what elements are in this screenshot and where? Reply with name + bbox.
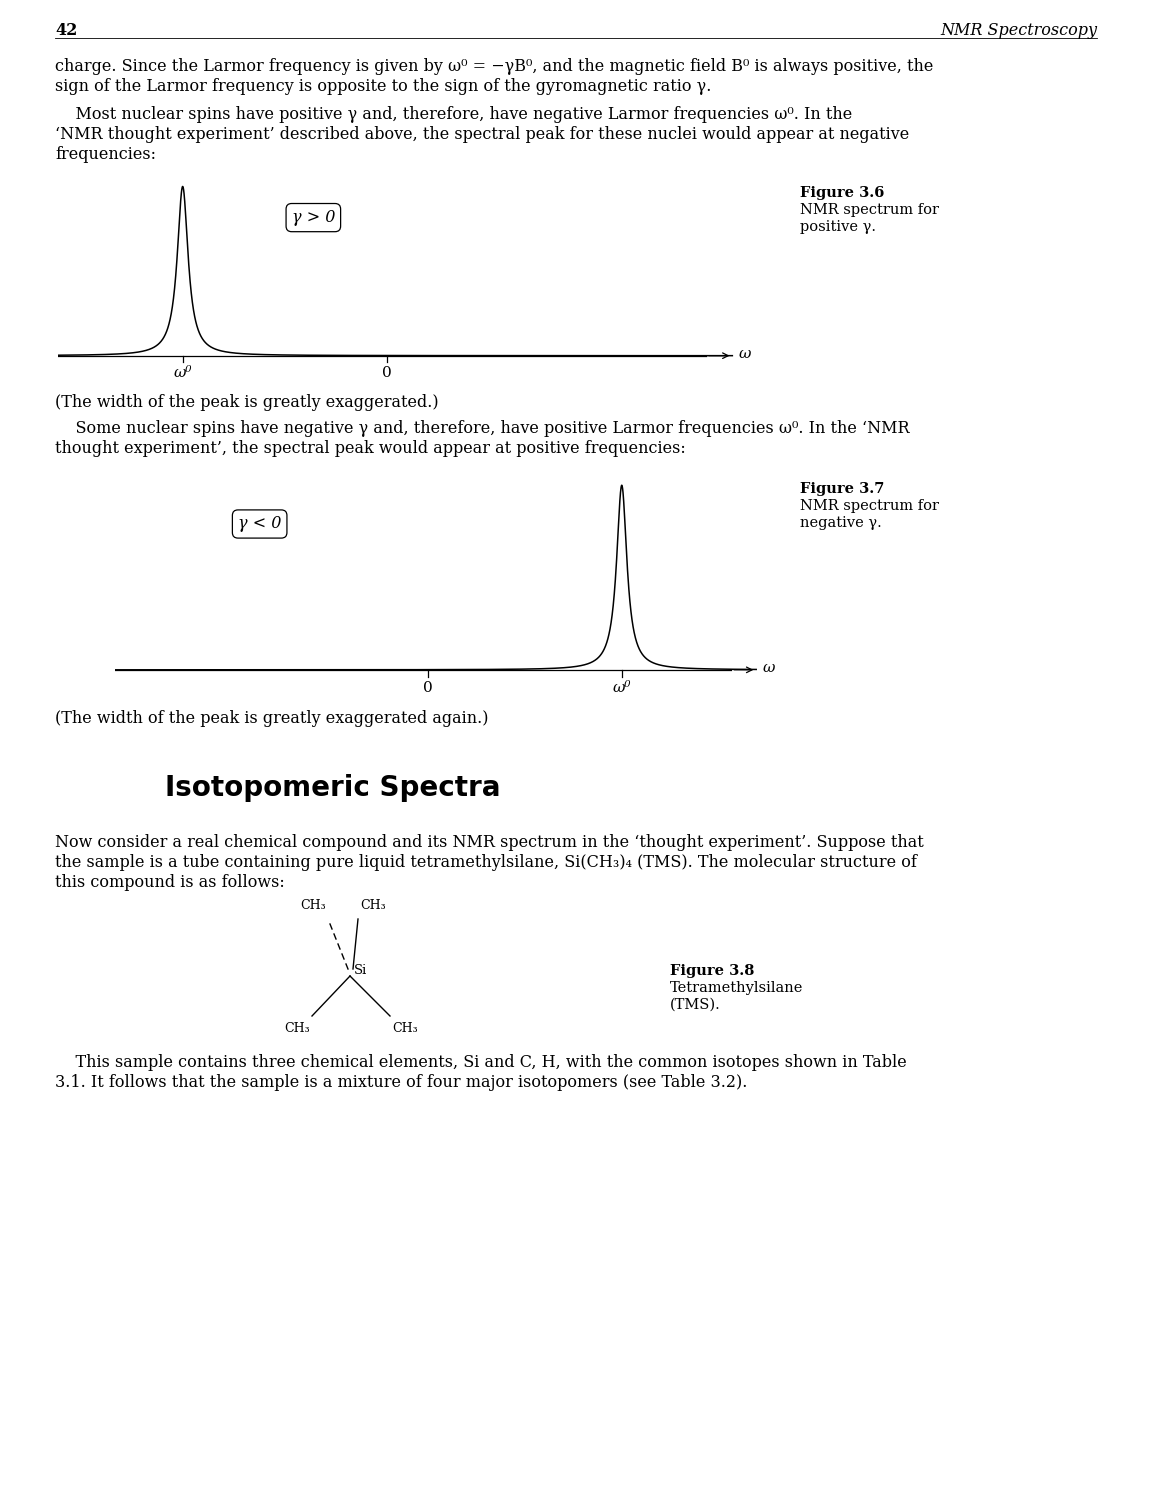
Text: NMR spectrum for: NMR spectrum for [799,500,939,513]
Text: This sample contains three chemical elements, Si and C, H, with the common isoto: This sample contains three chemical elem… [55,1054,907,1071]
Text: negative γ.: negative γ. [799,516,881,530]
Text: positive γ.: positive γ. [799,220,876,234]
Text: ω: ω [738,346,751,362]
Text: this compound is as follows:: this compound is as follows: [55,874,285,891]
Text: ‘NMR thought experiment’ described above, the spectral peak for these nuclei wou: ‘NMR thought experiment’ described above… [55,126,909,142]
Text: ω⁰: ω⁰ [613,681,631,694]
Text: 42: 42 [55,22,77,39]
Text: CH₃: CH₃ [392,1022,418,1035]
Text: the sample is a tube containing pure liquid tetramethylsilane, Si(CH₃)₄ (TMS). T: the sample is a tube containing pure liq… [55,853,917,871]
Text: (The width of the peak is greatly exaggerated again.): (The width of the peak is greatly exagge… [55,710,488,728]
Text: CH₃: CH₃ [285,1022,310,1035]
Text: charge. Since the Larmor frequency is given by ω⁰ = −γB⁰, and the magnetic field: charge. Since the Larmor frequency is gi… [55,58,933,75]
Text: NMR Spectroscopy: NMR Spectroscopy [940,22,1097,39]
Text: Now consider a real chemical compound and its NMR spectrum in the ‘thought exper: Now consider a real chemical compound an… [55,834,924,850]
Text: γ > 0: γ > 0 [291,209,335,226]
Text: CH₃: CH₃ [301,898,326,912]
Text: 0: 0 [381,366,392,380]
Text: NMR spectrum for: NMR spectrum for [799,202,939,217]
Text: ω: ω [763,662,775,675]
Text: (The width of the peak is greatly exaggerated.): (The width of the peak is greatly exagge… [55,394,439,411]
Text: Figure 3.8: Figure 3.8 [670,964,755,978]
Text: thought experiment’, the spectral peak would appear at positive frequencies:: thought experiment’, the spectral peak w… [55,440,685,458]
Text: 0: 0 [423,681,433,694]
Text: Most nuclear spins have positive γ and, therefore, have negative Larmor frequenc: Most nuclear spins have positive γ and, … [55,106,852,123]
Text: Isotopomeric Spectra: Isotopomeric Spectra [165,774,500,802]
Text: ω⁰: ω⁰ [174,366,192,380]
Text: (TMS).: (TMS). [670,998,721,1012]
Text: γ < 0: γ < 0 [238,516,281,532]
Text: Figure 3.7: Figure 3.7 [799,482,885,496]
Text: Figure 3.6: Figure 3.6 [799,186,885,200]
Text: sign of the Larmor frequency is opposite to the sign of the gyromagnetic ratio γ: sign of the Larmor frequency is opposite… [55,78,712,94]
Text: Tetramethylsilane: Tetramethylsilane [670,981,803,994]
Text: CH₃: CH₃ [359,898,386,912]
Text: Some nuclear spins have negative γ and, therefore, have positive Larmor frequenc: Some nuclear spins have negative γ and, … [55,420,910,436]
Text: Si: Si [354,963,367,976]
Text: 3.1. It follows that the sample is a mixture of four major isotopomers (see Tabl: 3.1. It follows that the sample is a mix… [55,1074,748,1090]
Text: frequencies:: frequencies: [55,146,156,164]
